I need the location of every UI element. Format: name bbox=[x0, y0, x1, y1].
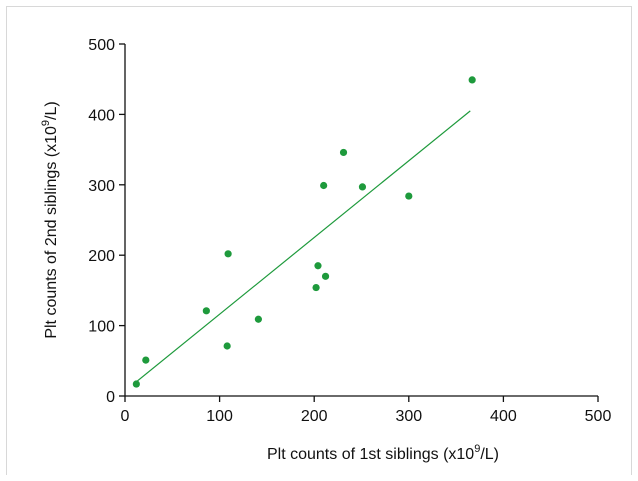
data-point bbox=[320, 181, 328, 190]
x-axis-title-end: /L) bbox=[480, 446, 499, 463]
data-point bbox=[358, 183, 367, 191]
x-axis-title-main: Plt counts of 1st siblings (x10 bbox=[267, 446, 474, 463]
y-tick-label: 200 bbox=[88, 248, 115, 265]
y-tick-label: 300 bbox=[88, 178, 115, 195]
chart-frame bbox=[6, 6, 632, 475]
x-axis-title: Plt counts of 1st siblings (x109/L) bbox=[267, 443, 499, 463]
data-point bbox=[321, 272, 330, 280]
data-point bbox=[405, 192, 413, 200]
regression-line bbox=[134, 110, 471, 384]
data-point bbox=[142, 356, 150, 364]
x-tick-label: 500 bbox=[585, 408, 612, 425]
x-tick-label: 200 bbox=[301, 408, 328, 425]
x-tick-label: 300 bbox=[395, 408, 422, 425]
data-point bbox=[132, 380, 140, 388]
x-tick-label: 0 bbox=[121, 408, 130, 425]
data-point bbox=[254, 315, 262, 323]
y-axis-title-sup: 9 bbox=[40, 120, 52, 126]
y-tick-label: 100 bbox=[88, 319, 115, 336]
y-tick-label: 0 bbox=[106, 389, 115, 406]
axes bbox=[124, 44, 598, 397]
x-tick-label: 100 bbox=[206, 408, 233, 425]
data-marks bbox=[132, 76, 476, 388]
x-tick-label: 400 bbox=[490, 408, 517, 425]
data-point bbox=[312, 283, 320, 292]
y-tick-label: 400 bbox=[88, 107, 115, 124]
data-point bbox=[314, 262, 322, 270]
data-point bbox=[468, 76, 476, 84]
ticks: 0 100 200 300 400 500 0 100 200 300 400 500 bbox=[88, 37, 611, 425]
data-point bbox=[223, 342, 231, 350]
data-point bbox=[224, 250, 232, 258]
y-tick-label: 500 bbox=[88, 37, 115, 54]
data-point bbox=[202, 307, 210, 315]
y-axis-title-end: /L) bbox=[43, 101, 60, 120]
y-axis-title: Plt counts of 2nd siblings (x109/L) bbox=[40, 101, 60, 338]
x-axis-title-sup: 9 bbox=[474, 443, 480, 455]
data-point bbox=[339, 148, 348, 157]
y-axis-title-main: Plt counts of 2nd siblings (x10 bbox=[43, 126, 60, 339]
